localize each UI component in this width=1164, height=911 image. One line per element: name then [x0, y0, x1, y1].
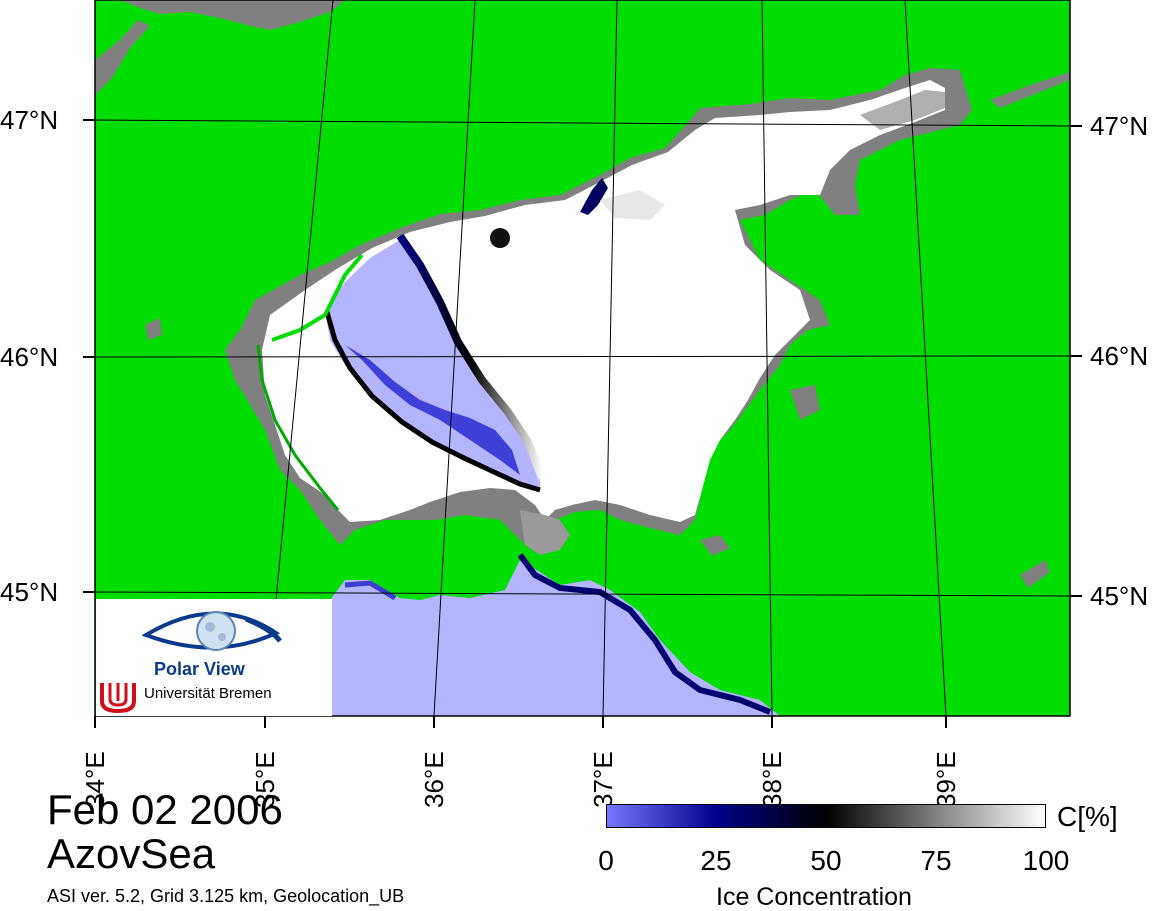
arabat-spit: [271, 253, 364, 342]
polar-view-logo: Polar View Universität Bremen: [96, 599, 332, 716]
kerch-strait-water: [520, 510, 570, 555]
gray-ice-patch-ne: [860, 90, 945, 130]
colorbar: [606, 804, 1046, 828]
parallel-45n: [95, 591, 1070, 597]
graticule: [95, 0, 1070, 716]
dark-ice-spot-1: [490, 228, 510, 248]
lat-label-45-right: 45°N: [1090, 581, 1149, 611]
colorbar-tick-25: 25: [700, 845, 732, 876]
lat-label-46-left: 46°N: [0, 342, 59, 372]
sivash-ice-edge-south: [324, 311, 541, 493]
land-mask-east-coast: [990, 72, 1070, 108]
meridian-36e: [433, 0, 476, 716]
lon-label-39: 39°E: [931, 751, 961, 808]
parallel-46n: [95, 355, 1070, 358]
colorbar-tick-0: 0: [598, 845, 614, 876]
lat-label-47-left: 47°N: [0, 105, 59, 135]
land-mask-east-small: [790, 385, 820, 420]
land-mask-north: [120, 0, 345, 30]
black-sea-water: [330, 560, 780, 716]
map-area: [95, 0, 1070, 716]
colorbar-title: Ice Concentration: [716, 883, 912, 911]
date-label: Feb 02 2006: [47, 786, 283, 833]
colorbar-unit: C[%]: [1057, 801, 1118, 832]
parallel-47n: [95, 119, 1070, 127]
axis-ticks: [83, 119, 1082, 728]
land-mask-west-small: [145, 318, 162, 340]
meridian-35e: [264, 0, 334, 716]
dark-ice-spot-2: [580, 178, 608, 215]
region-label: AzovSea: [47, 830, 216, 877]
meridian-38e: [761, 0, 773, 716]
logo-title: Polar View: [154, 659, 245, 679]
processing-info: ASI ver. 5.2, Grid 3.125 km, Geolocation…: [47, 886, 405, 906]
eye-globe-icon: [141, 611, 282, 651]
gray-ice-patch-mid: [600, 190, 665, 220]
university-seal-icon: [100, 683, 136, 713]
sivash-water-deep: [345, 345, 520, 475]
colorbar-tick-50: 50: [810, 845, 842, 876]
lat-label-45-left: 45°N: [0, 577, 59, 607]
meridian-37e: [602, 0, 618, 716]
sivash-ice-edge-north: [396, 233, 546, 480]
land-mask-crimea-lake: [700, 535, 730, 556]
lon-label-36: 36°E: [419, 751, 449, 808]
black-sea-ice-fringe: [517, 553, 772, 715]
arabat-spit-south: [256, 344, 340, 511]
land-mask-east-small-2: [1020, 560, 1050, 588]
meridian-39e: [904, 0, 947, 716]
lon-label-37: 37°E: [588, 751, 618, 808]
lat-label-46-right: 46°N: [1090, 341, 1149, 371]
lon-label-38: 38°E: [757, 751, 787, 808]
colorbar-tick-75: 75: [920, 845, 952, 876]
lat-label-47-right: 47°N: [1090, 111, 1149, 141]
logo-institution: Universität Bremen: [144, 685, 272, 702]
land-mask-north-left: [95, 20, 150, 95]
colorbar-tick-100: 100: [1022, 845, 1070, 876]
